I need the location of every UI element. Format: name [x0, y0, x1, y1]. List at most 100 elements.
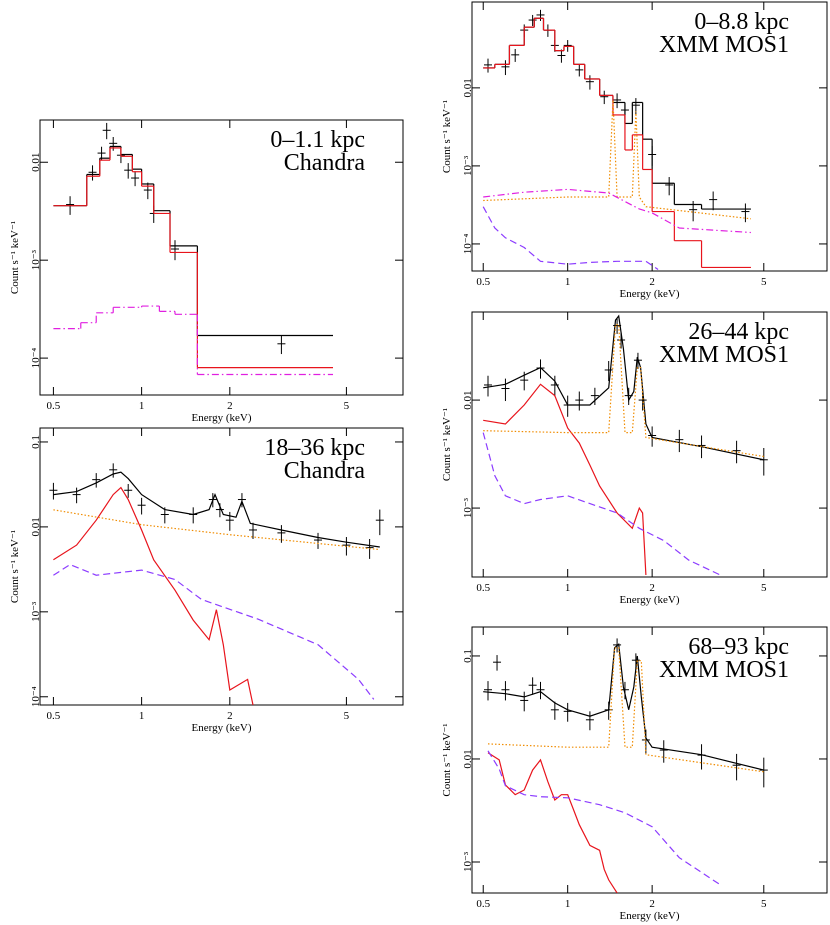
data-point [528, 14, 537, 27]
data-point [109, 463, 118, 478]
panel-subtitle: XMM MOS1 [659, 657, 789, 683]
data-point [102, 122, 111, 140]
plot-frame [471, 311, 828, 578]
plot-frame [39, 119, 404, 396]
panel: 0.5 1 2 5 0.1 0.01 10⁻³ Energy (keV) Count s⁻¹ k… [441, 626, 828, 922]
y-tick-label: 10⁻⁴ [30, 686, 42, 707]
model-line [53, 563, 375, 700]
x-tick-label: 5 [761, 582, 767, 594]
y-tick-label: 10⁻³ [462, 155, 474, 176]
data-point [732, 440, 741, 464]
model-line [483, 642, 764, 771]
panel-subtitle: XMM MOS1 [659, 32, 789, 58]
y-tick-label: 10⁻⁴ [462, 233, 474, 254]
x-tick-label: 0.5 [476, 898, 490, 910]
data-point [759, 447, 768, 476]
y-tick-label: 0.01 [30, 153, 42, 172]
data-point [92, 473, 101, 488]
data-point [536, 681, 545, 700]
data-point [314, 532, 323, 549]
model-line [483, 383, 647, 576]
y-tick-label: 10⁻⁴ [30, 348, 42, 369]
model-line [482, 432, 721, 576]
data-point [72, 487, 81, 504]
x-tick-label: 2 [649, 276, 655, 288]
y-axis-label: Count s⁻¹ keV⁻¹ [441, 723, 453, 796]
x-axis-label: Energy (keV) [192, 412, 252, 424]
data-point [613, 93, 622, 109]
data-point [88, 165, 97, 181]
data-point [124, 163, 133, 179]
data-layer [53, 122, 334, 376]
panel: 0.5 1 2 5 0.1 0.01 10⁻³ 10⁻⁴ Energy (keV) Count s… [9, 427, 404, 734]
x-tick-label: 0.5 [476, 582, 490, 594]
data-point [520, 691, 529, 712]
data-point [557, 49, 566, 63]
data-point [501, 378, 510, 402]
data-point [170, 240, 179, 261]
data-point [741, 203, 750, 223]
x-tick-label: 0.5 [476, 276, 490, 288]
x-tick-label: 5 [344, 710, 350, 722]
data-point [659, 740, 668, 763]
x-tick-label: 5 [761, 898, 767, 910]
x-tick-label: 0.5 [47, 710, 61, 722]
data-point [536, 9, 545, 21]
panel-title: 26–44 kpc [688, 319, 789, 345]
plot-frame [471, 626, 828, 894]
step-line [53, 305, 334, 376]
data-point [732, 753, 741, 781]
data-point [484, 375, 493, 397]
panel: 0.5 1 2 5 0.01 10⁻³ 10⁻⁴ Energy (keV) Count s⁻¹ … [441, 1, 828, 300]
data-point [375, 509, 384, 536]
x-tick-label: 2 [649, 898, 655, 910]
data-point [249, 522, 258, 540]
data-point [697, 744, 706, 770]
x-tick-label: 1 [565, 582, 571, 594]
step-line [53, 147, 334, 369]
y-tick-label: 0.01 [30, 517, 42, 536]
model-line [53, 486, 254, 705]
data-point [225, 511, 234, 531]
model-line [483, 99, 751, 220]
panel-title: 0–8.8 kpc [694, 9, 789, 35]
data-point [528, 677, 537, 695]
data-point [189, 507, 198, 524]
y-tick-label: 0.01 [462, 749, 474, 768]
data-point [600, 90, 609, 105]
panel: 0.5 1 2 5 0.01 10⁻³ Energy (keV) Count s⁻¹ keV⁻… [441, 311, 828, 606]
y-tick-label: 10⁻³ [462, 497, 474, 518]
data-point [124, 483, 133, 498]
plot-frame [471, 1, 828, 272]
data-point [575, 64, 584, 77]
model-line [53, 471, 380, 548]
y-axis-label: Count s⁻¹ keV⁻¹ [441, 100, 453, 173]
panel: 0.5 1 2 5 0.01 10⁻³ 10⁻⁴ Energy (keV) Count s⁻¹ … [9, 119, 404, 424]
x-tick-label: 5 [344, 400, 350, 412]
panel-title: 18–36 kpc [264, 435, 365, 461]
data-point [550, 701, 559, 720]
x-tick-label: 1 [139, 400, 145, 412]
data-point [501, 60, 510, 76]
data-point [563, 702, 572, 722]
x-tick-label: 2 [649, 582, 655, 594]
x-tick-label: 1 [565, 276, 571, 288]
data-layer [482, 314, 768, 576]
data-point [137, 497, 146, 515]
model-line [487, 750, 721, 886]
data-point [585, 75, 594, 90]
data-point [575, 391, 584, 411]
y-axis-label: Count s⁻¹ keV⁻¹ [441, 408, 453, 481]
panel-subtitle: XMM MOS1 [659, 342, 789, 368]
panel-subtitle: Chandra [284, 458, 366, 484]
data-point [277, 335, 286, 355]
data-layer [49, 463, 384, 705]
x-axis-label: Energy (keV) [192, 722, 252, 734]
y-axis-label: Count s⁻¹ keV⁻¹ [9, 221, 21, 294]
data-point [709, 191, 718, 211]
data-layer [482, 9, 751, 270]
data-point [759, 757, 768, 788]
data-point [620, 681, 629, 700]
